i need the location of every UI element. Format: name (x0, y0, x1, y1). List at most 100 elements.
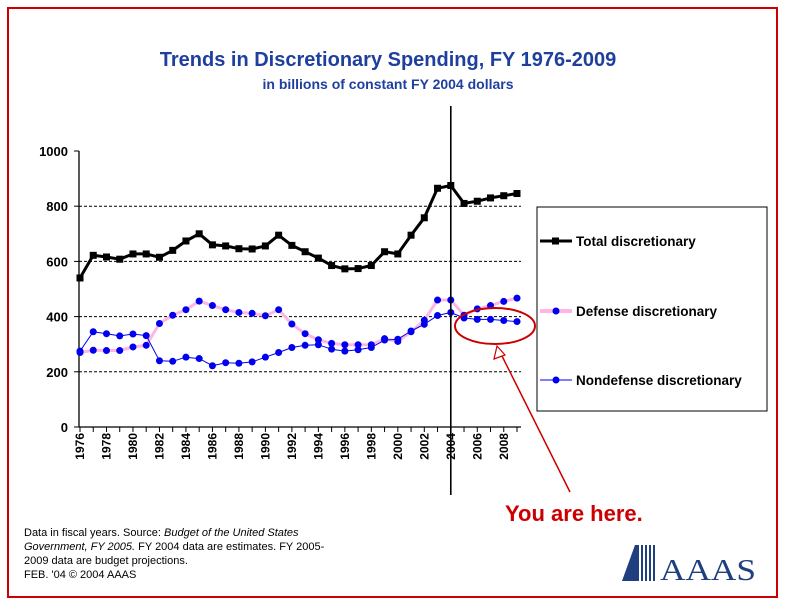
nondefense-discretionary-point (102, 330, 110, 338)
defense-discretionary-point (341, 341, 349, 349)
y-tick-label: 800 (46, 199, 68, 214)
annotation-arrow-line (498, 349, 571, 493)
footnote-line-2: Government, FY 2005. FY 2004 data are es… (24, 541, 325, 553)
nondefense-discretionary-point (354, 346, 362, 354)
total-discretionary-point (394, 250, 402, 258)
nondefense-discretionary-point (341, 347, 349, 355)
legend-label: Defense discretionary (576, 304, 718, 319)
total-discretionary-point (248, 245, 256, 253)
nondefense-discretionary-point (235, 359, 243, 367)
defense-discretionary-point (301, 330, 309, 338)
defense-discretionary-point (288, 320, 296, 328)
total-discretionary-point (169, 246, 177, 254)
axes (74, 150, 521, 432)
x-tick-label: 2006 (470, 433, 484, 460)
legend-item-nondefense-discretionary: Nondefense discretionary (540, 373, 742, 388)
nondefense-discretionary-point (394, 335, 402, 343)
x-tick-labels: 1976 1978 1980 1982 1984 1986 1988 1990 1992 1994… (73, 433, 511, 460)
nondefense-discretionary-point (195, 355, 203, 363)
defense-discretionary-point (129, 343, 137, 351)
total-discretionary-point (301, 248, 309, 256)
total-discretionary-point (235, 245, 243, 253)
defense-discretionary-point (208, 302, 216, 310)
nondefense-discretionary-point (420, 320, 428, 328)
nondefense-discretionary-point (434, 311, 442, 319)
nondefense-discretionary-point (500, 316, 508, 324)
legend-swatch-marker (552, 307, 560, 315)
total-discretionary-point (460, 199, 468, 207)
defense-discretionary-point (222, 306, 230, 314)
total-discretionary-point (116, 255, 124, 263)
total-discretionary-point (434, 184, 442, 192)
aaas-logo-mark (622, 545, 655, 581)
nondefense-discretionary-point (116, 332, 124, 340)
nondefense-discretionary-point (182, 353, 190, 361)
nondefense-discretionary-point (129, 330, 137, 338)
total-discretionary-point (275, 231, 283, 239)
defense-discretionary-point (235, 308, 243, 316)
y-tick-label: 1000 (39, 144, 68, 159)
x-tick-label: 1998 (364, 433, 378, 460)
legend-box (536, 206, 768, 412)
total-discretionary-point (314, 254, 322, 262)
y-tick-label: 600 (46, 254, 68, 269)
total-discretionary-point (155, 253, 163, 261)
defense-discretionary-point (195, 297, 203, 305)
nondefense-discretionary-point (275, 348, 283, 356)
defense-discretionary-point (155, 320, 163, 327)
defense-discretionary-point (275, 306, 283, 314)
defense-discretionary-point (248, 309, 256, 317)
series-nondefense-discretionary (76, 308, 521, 370)
legend-swatch-marker (552, 376, 560, 384)
y-tick-labels: 0 200 400 600 800 1000 (39, 144, 68, 435)
nondefense-discretionary-point (222, 359, 230, 367)
legend: Total discretionary Defense discretionary… (536, 206, 768, 412)
defense-discretionary-point (513, 294, 521, 302)
nondefense-discretionary-point (328, 345, 336, 353)
x-tick-label: 1994 (311, 433, 325, 460)
total-discretionary-point (513, 190, 521, 198)
total-discretionary-point (129, 250, 137, 258)
nondefense-discretionary-point (155, 357, 163, 365)
footnote-line-1: Data in fiscal years. Source: Budget of … (24, 527, 299, 539)
x-tick-label: 1982 (152, 433, 166, 460)
nondefense-discretionary-point (142, 332, 150, 340)
total-discretionary-line (78, 184, 518, 279)
total-discretionary-point (354, 265, 362, 273)
nondefense-discretionary-point (381, 336, 389, 344)
legend-swatch-marker (552, 237, 559, 245)
x-tick-label: 2000 (391, 433, 405, 460)
x-tick-label: 2008 (497, 433, 511, 460)
defense-discretionary-point (182, 306, 190, 314)
nondefense-discretionary-point (288, 344, 296, 352)
defense-discretionary-point (116, 347, 124, 355)
defense-discretionary-point (102, 347, 110, 355)
total-discretionary-point (261, 242, 269, 250)
nondefense-discretionary-point (513, 318, 521, 326)
total-discretionary-point (208, 241, 216, 249)
chart-subtitle: in billions of constant FY 2004 dollars (262, 76, 513, 92)
chart-title: Trends in Discretionary Spending, FY 197… (160, 49, 616, 71)
total-discretionary-point (222, 242, 230, 250)
total-discretionary-point (420, 214, 428, 222)
grid-lines (79, 205, 521, 373)
series-total-discretionary (76, 182, 521, 282)
you-are-here-label: You are here. (505, 501, 643, 526)
total-discretionary-point (367, 262, 375, 270)
defense-discretionary-point (328, 339, 336, 347)
defense-discretionary-point (169, 311, 177, 319)
slide-frame (7, 7, 778, 598)
footnote-line-4: FEB. '04 © 2004 AAAS (24, 569, 137, 581)
x-tick-label: 1992 (285, 433, 299, 460)
total-discretionary-point (381, 248, 389, 256)
x-tick-label: 1988 (232, 433, 246, 460)
highlight-ellipse (454, 307, 536, 345)
total-discretionary-point (195, 230, 203, 238)
legend-item-defense-discretionary: Defense discretionary (540, 304, 718, 319)
nondefense-discretionary-point (407, 327, 415, 335)
x-tick-label: 1996 (338, 433, 352, 460)
annotation-arrow-head (493, 344, 507, 360)
legend-label: Total discretionary (576, 234, 696, 249)
total-discretionary-point (407, 231, 415, 239)
